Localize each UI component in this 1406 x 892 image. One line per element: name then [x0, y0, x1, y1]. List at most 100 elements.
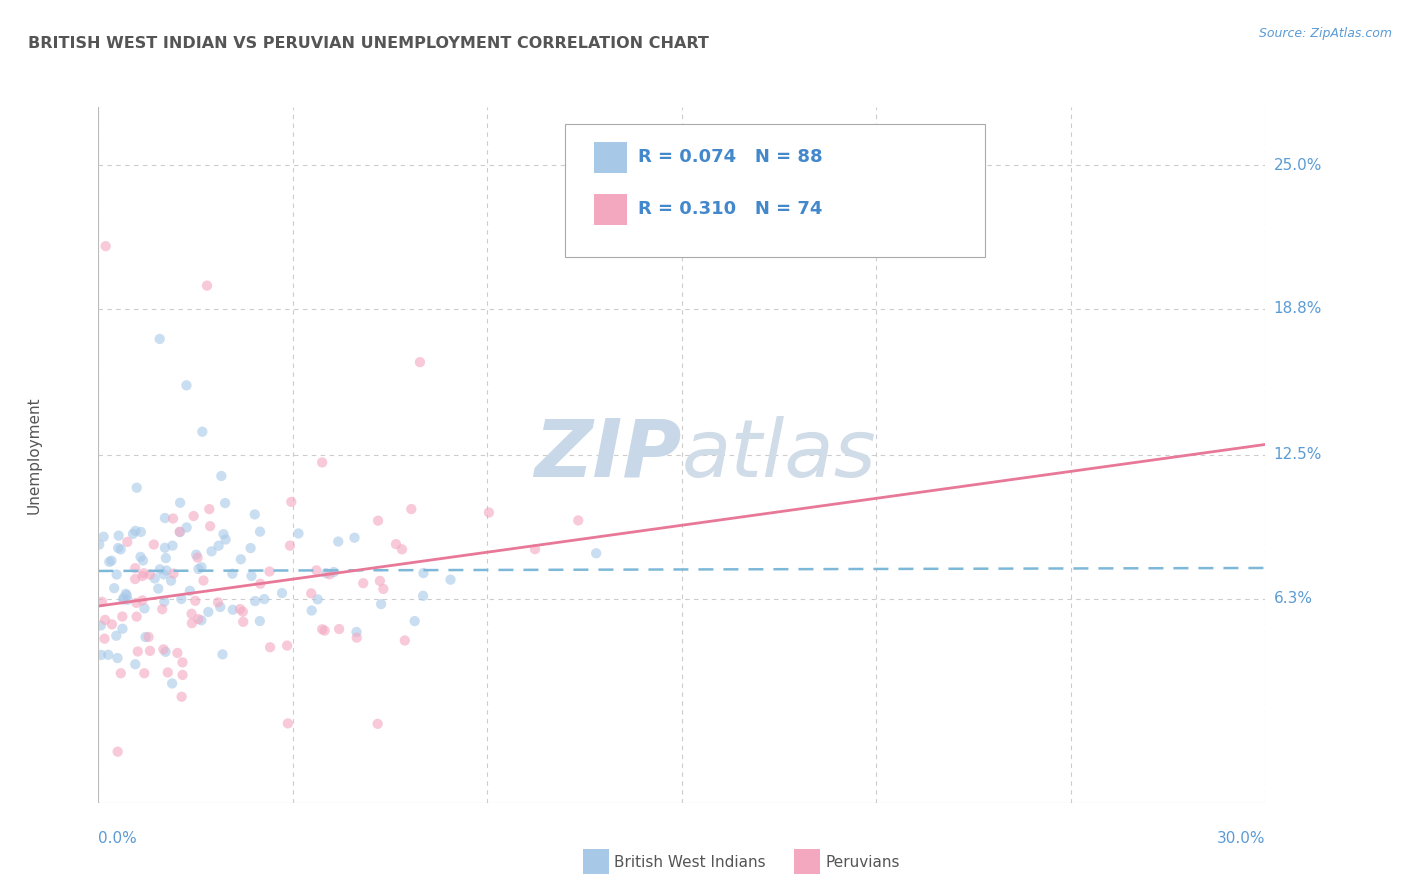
Point: [439, 573, 461, 587]
Text: 12.5%: 12.5%: [1274, 448, 1322, 462]
Point: [278, 539, 301, 553]
Text: British West Indians: British West Indians: [614, 855, 766, 870]
Point: [209, 599, 232, 614]
Point: [90, 648, 112, 662]
Point: [287, 526, 309, 541]
Text: BRITISH WEST INDIAN VS PERUVIAN UNEMPLOYMENT CORRELATION CHART: BRITISH WEST INDIAN VS PERUVIAN UNEMPLOY…: [28, 36, 709, 51]
Text: atlas: atlas: [682, 416, 877, 494]
Text: 6.3%: 6.3%: [1274, 591, 1313, 607]
Point: [394, 633, 416, 648]
Point: [111, 609, 134, 624]
Point: [150, 602, 173, 616]
Point: [567, 513, 589, 527]
Point: [138, 630, 160, 644]
Point: [243, 508, 266, 522]
Point: [139, 644, 162, 658]
Point: [243, 594, 266, 608]
Point: [129, 549, 152, 564]
Point: [200, 544, 222, 558]
Point: [346, 631, 368, 645]
Point: [107, 651, 129, 665]
Point: [240, 569, 263, 583]
Point: [176, 520, 198, 534]
Text: ZIP: ZIP: [534, 416, 682, 494]
Point: [280, 495, 302, 509]
Point: [125, 481, 148, 495]
Text: R = 0.310   N = 74: R = 0.310 N = 74: [637, 201, 823, 219]
Point: [153, 511, 176, 525]
Point: [103, 581, 125, 595]
Point: [162, 539, 184, 553]
Point: [214, 496, 236, 510]
Text: Source: ZipAtlas.com: Source: ZipAtlas.com: [1258, 27, 1392, 40]
Point: [148, 582, 170, 596]
Point: [153, 541, 176, 555]
Point: [170, 690, 193, 704]
Point: [170, 591, 193, 606]
Point: [100, 553, 122, 567]
Point: [367, 514, 389, 528]
Point: [198, 502, 221, 516]
Point: [172, 656, 194, 670]
Point: [209, 469, 232, 483]
Point: [191, 425, 214, 439]
Point: [412, 566, 434, 580]
Point: [155, 645, 177, 659]
Point: [311, 622, 333, 636]
Point: [110, 666, 132, 681]
Point: [112, 591, 135, 606]
Point: [524, 542, 547, 557]
Point: [277, 716, 299, 731]
Point: [179, 583, 201, 598]
Point: [367, 716, 389, 731]
Point: [152, 642, 174, 657]
Point: [117, 592, 139, 607]
Point: [180, 616, 202, 631]
Point: [122, 527, 145, 541]
Point: [155, 551, 177, 566]
Point: [190, 613, 212, 627]
Point: [143, 571, 166, 585]
Point: [214, 533, 236, 547]
Point: [307, 592, 329, 607]
Point: [232, 615, 254, 629]
Point: [117, 535, 139, 549]
Point: [93, 530, 115, 544]
Point: [195, 278, 218, 293]
Point: [169, 525, 191, 540]
Point: [187, 562, 209, 576]
Point: [259, 565, 281, 579]
Point: [232, 605, 254, 619]
Text: R = 0.074   N = 88: R = 0.074 N = 88: [637, 148, 823, 166]
Text: 0.0%: 0.0%: [98, 830, 138, 846]
Point: [271, 586, 294, 600]
Point: [409, 355, 432, 369]
Point: [127, 644, 149, 658]
Point: [91, 595, 114, 609]
Point: [160, 574, 183, 588]
Point: [162, 511, 184, 525]
Text: Unemployment: Unemployment: [27, 396, 42, 514]
Point: [391, 542, 413, 557]
Point: [124, 657, 146, 672]
Point: [221, 566, 243, 581]
Point: [110, 542, 132, 557]
Point: [352, 576, 374, 591]
Point: [212, 527, 235, 541]
Point: [385, 537, 408, 551]
Point: [184, 594, 207, 608]
Point: [89, 537, 111, 551]
Point: [125, 596, 148, 610]
Point: [187, 612, 209, 626]
Point: [125, 609, 148, 624]
Point: [229, 602, 252, 616]
Point: [315, 566, 337, 581]
Text: 30.0%: 30.0%: [1218, 830, 1265, 846]
Point: [207, 595, 229, 609]
Point: [478, 506, 501, 520]
Point: [131, 593, 153, 607]
Point: [166, 646, 188, 660]
Point: [134, 601, 156, 615]
Point: [149, 562, 172, 576]
Point: [186, 548, 208, 562]
